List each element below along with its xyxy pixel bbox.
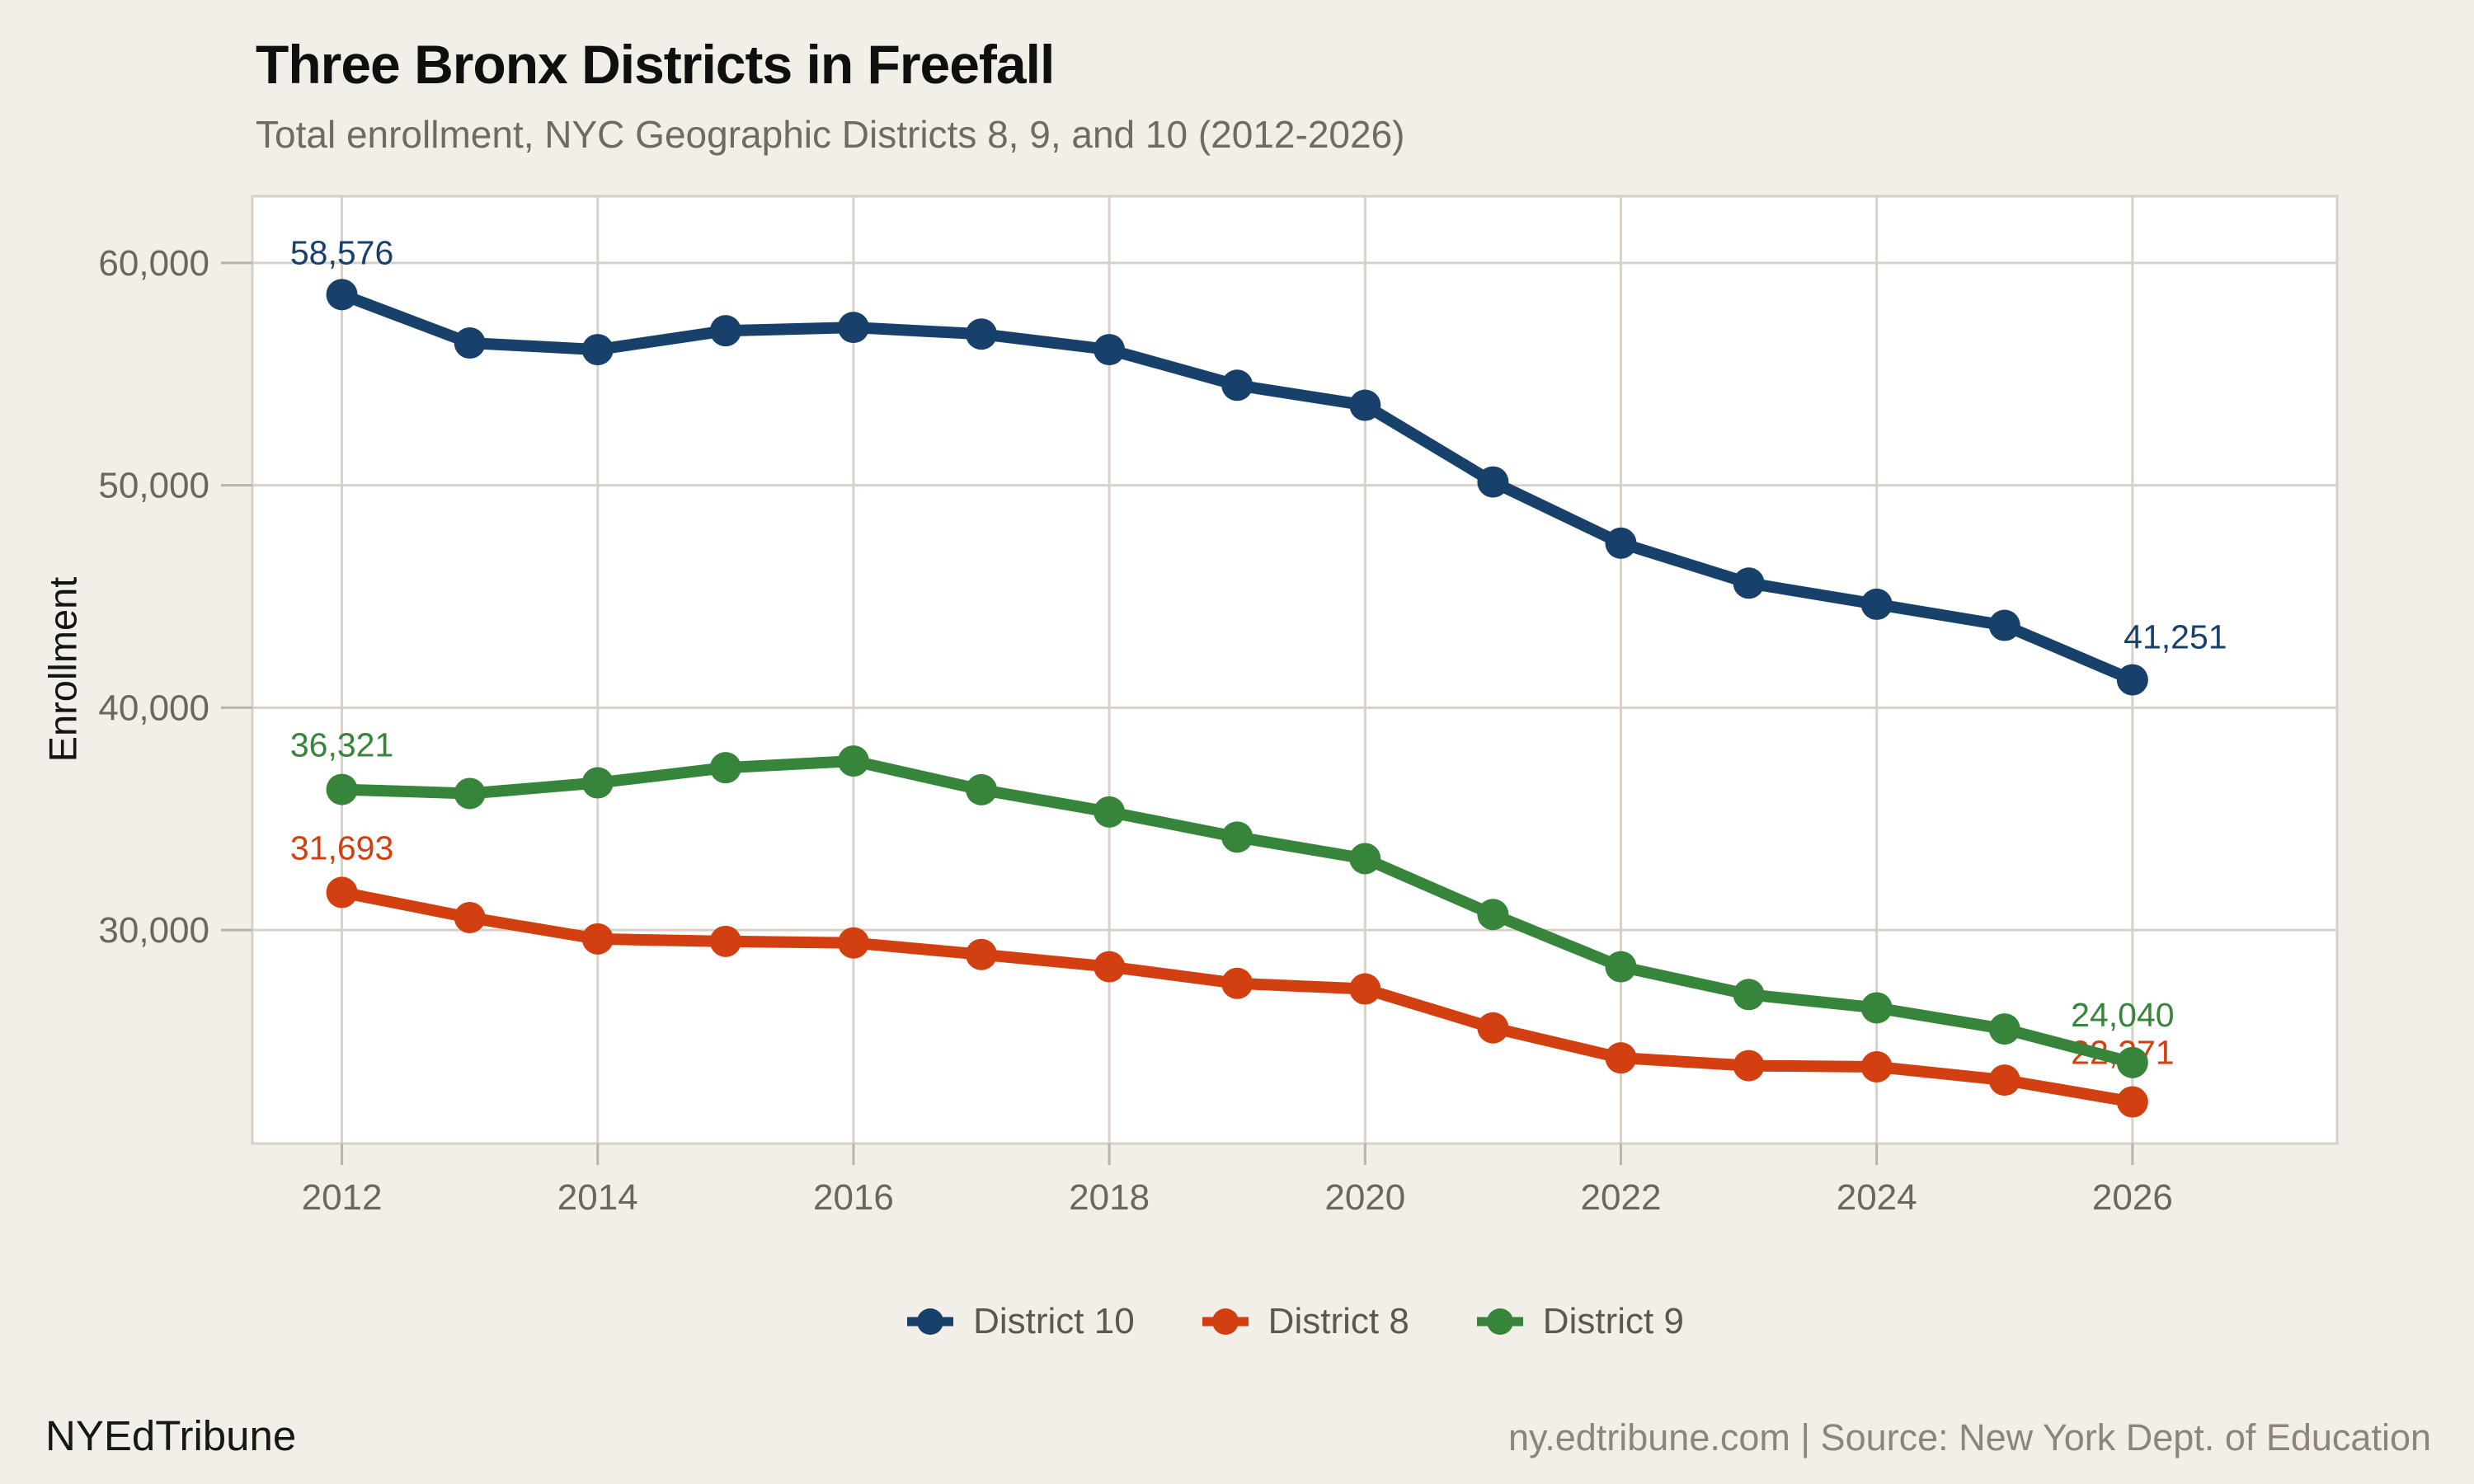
first-value-label-district-8: 31,693 [290,829,393,866]
publisher-brand: NYEdTribune [45,1412,297,1459]
legend-marker-district-9 [1476,1308,1523,1335]
point-district-10-2024 [1860,588,1893,620]
legend-item-district-10: District 10 [905,1301,1135,1342]
point-district-9-2024 [1860,992,1893,1024]
footer: NYEdTribune ny.edtribune.com | Source: N… [45,1411,2431,1460]
point-district-10-2013 [454,327,486,359]
point-district-8-2018 [1094,951,1126,983]
point-district-8-2012 [326,876,358,909]
x-tick-label-2018: 2018 [1069,1177,1150,1218]
legend-marker-district-10 [907,1308,954,1335]
legend-label-district-10: District 10 [973,1301,1135,1341]
x-tick-label-2020: 2020 [1324,1177,1405,1218]
point-district-10-2014 [581,334,614,366]
point-district-8-2025 [1988,1064,2020,1097]
point-district-10-2021 [1477,466,1509,498]
legend-marker-district-8 [1202,1308,1249,1335]
x-tick-label-2016: 2016 [813,1177,894,1218]
point-district-9-2017 [966,773,998,805]
legend: District 10 District 8 District 9 [252,1301,2337,1342]
x-tick-label-2012: 2012 [302,1177,383,1218]
point-district-8-2026 [2116,1086,2148,1118]
point-district-9-2025 [1988,1013,2020,1045]
point-district-10-2015 [709,315,741,347]
last-value-label-district-9: 24,040 [2071,996,2174,1034]
y-tick-label-30000: 30,000 [98,910,209,951]
point-district-9-2023 [1733,979,1765,1011]
point-district-10-2012 [326,279,358,311]
point-district-8-2020 [1349,973,1381,1005]
y-tick-label-60000: 60,000 [98,243,209,284]
point-district-8-2024 [1860,1050,1893,1082]
x-tick-label-2022: 2022 [1581,1177,1662,1218]
x-tick-label-2026: 2026 [2092,1177,2173,1218]
point-district-8-2023 [1733,1050,1765,1082]
point-district-8-2022 [1605,1042,1637,1074]
point-district-10-2026 [2116,664,2148,696]
y-axis-title: Enrollment [40,576,85,763]
point-district-8-2015 [709,925,741,957]
point-district-10-2020 [1349,389,1381,421]
point-district-9-2026 [2116,1046,2148,1078]
point-district-10-2022 [1605,527,1637,559]
point-district-8-2014 [581,923,614,955]
point-district-9-2022 [1605,951,1637,983]
point-district-10-2018 [1094,334,1126,366]
point-district-9-2021 [1477,899,1509,931]
last-value-label-district-10: 41,251 [2124,618,2227,656]
point-district-9-2019 [1221,821,1253,853]
y-tick-label-50000: 50,000 [98,466,209,506]
y-tick-label-40000: 40,000 [98,688,209,728]
source-credit: ny.edtribune.com | Source: New York Dept… [1508,1416,2431,1458]
chart-subtitle: Total enrollment, NYC Geographic Distric… [256,113,1405,156]
point-district-8-2021 [1477,1012,1509,1044]
point-district-9-2018 [1094,796,1126,828]
first-value-label-district-10: 58,576 [290,233,393,271]
point-district-8-2017 [966,938,998,970]
point-district-9-2020 [1349,843,1381,875]
x-tick-label-2014: 2014 [557,1177,638,1218]
point-district-9-2014 [581,767,614,799]
point-district-8-2019 [1221,967,1253,999]
point-district-9-2015 [709,752,741,784]
point-district-10-2017 [966,318,998,350]
point-district-8-2016 [837,927,869,959]
point-district-9-2016 [837,745,869,777]
chart-title: Three Bronx Districts in Freefall [256,34,1055,95]
point-district-10-2019 [1221,369,1253,402]
first-value-label-district-9: 36,321 [290,726,393,764]
legend-label-district-8: District 8 [1268,1301,1409,1341]
point-district-10-2023 [1733,567,1765,599]
legend-item-district-9: District 9 [1475,1301,1684,1342]
plot-area [251,195,2339,1145]
point-district-9-2012 [326,773,358,805]
legend-label-district-9: District 9 [1542,1301,1684,1341]
point-district-10-2025 [1988,609,2020,641]
point-district-10-2016 [837,312,869,344]
legend-item-district-8: District 8 [1201,1301,1409,1342]
point-district-9-2013 [454,777,486,810]
x-tick-label-2024: 2024 [1837,1177,1917,1218]
point-district-8-2013 [454,901,486,933]
